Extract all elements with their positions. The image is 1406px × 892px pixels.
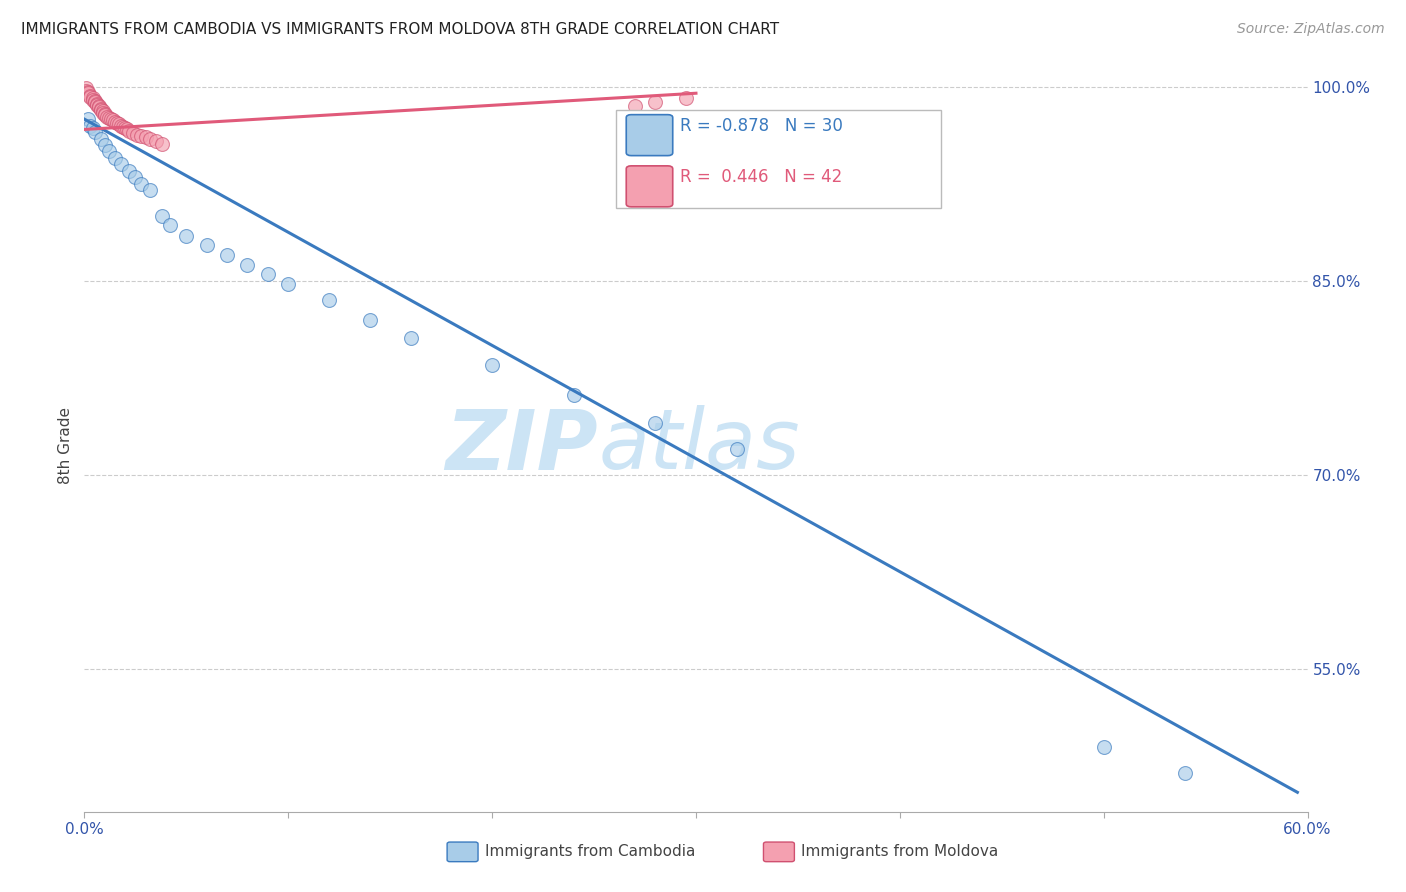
Point <box>145 134 167 148</box>
Point <box>114 121 136 136</box>
FancyBboxPatch shape <box>626 166 672 207</box>
Point <box>75 84 97 98</box>
Point <box>75 81 97 95</box>
Point <box>105 116 128 130</box>
Text: Source: ZipAtlas.com: Source: ZipAtlas.com <box>1237 22 1385 37</box>
Point <box>93 108 117 122</box>
Text: R =  0.446   N = 42: R = 0.446 N = 42 <box>681 168 842 186</box>
Point <box>77 87 100 101</box>
Point <box>118 124 141 138</box>
Y-axis label: 8th Grade: 8th Grade <box>58 408 73 484</box>
Point <box>108 117 131 131</box>
FancyBboxPatch shape <box>616 110 941 209</box>
Text: ZIP: ZIP <box>446 406 598 486</box>
Point <box>159 219 181 233</box>
Text: atlas: atlas <box>598 406 800 486</box>
Point <box>131 177 153 191</box>
Text: IMMIGRANTS FROM CAMBODIA VS IMMIGRANTS FROM MOLDOVA 8TH GRADE CORRELATION CHART: IMMIGRANTS FROM CAMBODIA VS IMMIGRANTS F… <box>21 22 779 37</box>
Point <box>83 94 105 108</box>
FancyBboxPatch shape <box>626 115 672 155</box>
Point <box>91 104 114 119</box>
Point <box>399 331 422 345</box>
Point <box>110 119 132 133</box>
Point <box>318 293 340 308</box>
Point <box>675 91 697 105</box>
Point <box>82 93 104 107</box>
Point <box>91 105 114 120</box>
Point <box>124 170 146 185</box>
Point <box>127 128 149 142</box>
Point <box>644 417 666 431</box>
Point <box>131 128 153 143</box>
Point <box>97 145 120 159</box>
Point <box>644 95 666 110</box>
Point <box>83 95 105 110</box>
Point <box>93 107 117 121</box>
Point <box>122 127 145 141</box>
Point <box>79 88 101 103</box>
Point <box>176 228 198 243</box>
Point <box>104 151 127 165</box>
Point <box>217 248 239 262</box>
Point <box>90 131 112 145</box>
Text: R = -0.878   N = 30: R = -0.878 N = 30 <box>681 117 844 135</box>
Point <box>97 111 120 125</box>
Point <box>87 100 110 114</box>
Point <box>86 98 108 112</box>
Point <box>77 112 100 127</box>
Point <box>79 90 101 104</box>
Point <box>82 91 104 105</box>
Point <box>100 112 122 127</box>
Point <box>110 157 132 171</box>
Point <box>562 388 585 402</box>
Point <box>118 164 141 178</box>
Point <box>481 358 503 372</box>
Point <box>150 209 173 223</box>
Point <box>93 138 117 153</box>
Point <box>82 121 104 136</box>
Point <box>96 110 118 124</box>
Text: Immigrants from Cambodia: Immigrants from Cambodia <box>485 845 696 859</box>
Point <box>195 237 218 252</box>
Point <box>104 114 127 128</box>
Point <box>1174 765 1197 780</box>
Point <box>277 277 299 291</box>
Point <box>359 312 381 326</box>
Point <box>135 130 157 145</box>
Point <box>79 119 101 133</box>
Point <box>90 102 112 116</box>
Point <box>236 259 259 273</box>
Point <box>624 99 647 113</box>
Point <box>138 183 160 197</box>
Point <box>257 268 280 282</box>
Point <box>83 125 105 139</box>
Point <box>150 136 173 151</box>
Point <box>725 442 748 457</box>
Point <box>1092 739 1115 754</box>
Point <box>112 120 135 134</box>
Text: Immigrants from Moldova: Immigrants from Moldova <box>801 845 998 859</box>
Point <box>101 113 124 128</box>
Point <box>77 85 100 99</box>
Point <box>138 131 160 145</box>
Point <box>115 122 138 136</box>
Point <box>86 96 108 111</box>
Point <box>90 103 112 117</box>
Point <box>87 99 110 113</box>
